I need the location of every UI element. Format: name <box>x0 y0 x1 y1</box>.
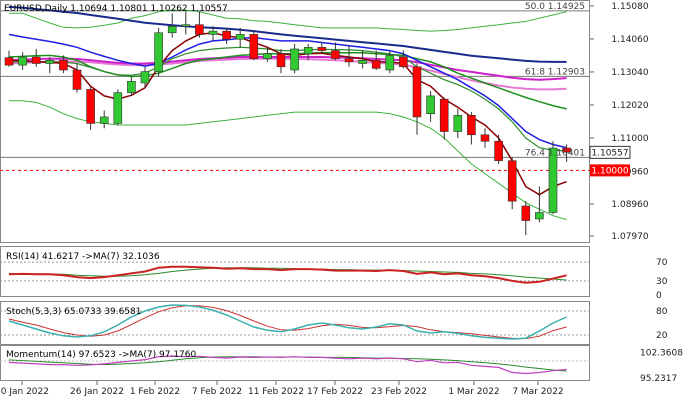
candle-bear <box>249 34 259 59</box>
candle-bull <box>548 147 558 213</box>
candle-bull <box>45 59 55 64</box>
candle-bear <box>317 47 327 51</box>
date-tick-label: 1 Mar 2022 <box>448 387 499 397</box>
candle-bear <box>4 57 14 66</box>
stoch-tick-label: 20 <box>656 331 668 341</box>
ema-navy-line <box>8 5 567 63</box>
stoch-tick-label: 80 <box>656 307 668 317</box>
stoch-label: Stoch(5,3,3) 65.0733 39.6581 <box>6 307 141 317</box>
candle-bear <box>494 140 503 161</box>
candle-bull <box>208 30 218 35</box>
candle-bull <box>127 81 136 93</box>
main-plot <box>0 5 590 236</box>
price-tick-label: 1.13040 <box>611 68 648 78</box>
candle-bull <box>113 92 123 124</box>
candle-bull <box>154 32 163 72</box>
momentum-panel-frame <box>0 345 590 381</box>
candle-bull <box>535 212 544 220</box>
price-tick-label: 1.11000 <box>611 134 648 144</box>
chart-title: EURUSD,Daily 1.10694 1.10801 1.10262 1.1… <box>4 4 228 14</box>
price-tick-label: 1.08960 <box>611 200 648 210</box>
price-tick-label: 1.07970 <box>611 232 648 242</box>
bollinger-upper-line <box>9 9 567 32</box>
date-tick-label: 23 Feb 2022 <box>371 387 427 397</box>
momentum-tick-label: 102.3608 <box>640 349 683 359</box>
candle-bear <box>480 134 490 142</box>
rsi-panel-frame <box>0 246 590 297</box>
date-tick-label: 11 Feb 2022 <box>248 387 304 397</box>
current-price-box <box>589 145 631 159</box>
axis-labels: 1.15080 1.14060 1.13040 1.12020 1.11000 1.099… <box>525 2 683 384</box>
level-1-1000-label: 1.10000 <box>591 166 628 176</box>
candle-bull <box>99 116 109 124</box>
candle-bull <box>358 59 367 64</box>
candle-bull <box>303 47 313 55</box>
price-tick-label: 1.15080 <box>611 2 648 12</box>
candle-bear <box>412 66 422 118</box>
candle-bear <box>331 50 340 59</box>
ema-magenta-line <box>8 56 567 81</box>
ema-pink-line <box>8 57 567 91</box>
candle-bear <box>371 59 381 69</box>
candle-bull <box>140 71 150 84</box>
momentum-label: Momentum(14) 97.6523 ->MA(7) 97.1760 <box>6 350 197 360</box>
fib-level-label: 61.8 1.12903 <box>525 67 585 77</box>
main-panel-frame <box>0 0 590 243</box>
candle-bull <box>235 34 245 40</box>
stoch-k-line <box>8 304 567 340</box>
rsi-tick-label: 30 <box>656 277 668 287</box>
fib-level-label: 50.0 1.14925 <box>525 2 585 12</box>
candle-bear <box>507 160 517 202</box>
rsi-line <box>8 265 567 284</box>
date-axis: 20 Jan 2022 26 Jan 2022 1 Feb 2022 7 Feb 20… <box>0 381 564 397</box>
momentum-plot <box>0 355 590 375</box>
candle-bear <box>562 147 571 153</box>
price-tick-label: 1.09960 <box>611 168 648 178</box>
fib-level-label: 76.4 1.10401 <box>525 148 585 158</box>
momentum-tick-label: 95.2317 <box>640 374 677 384</box>
date-tick-label: 17 Feb 2022 <box>307 387 363 397</box>
level-1-1000-box <box>590 164 630 177</box>
candle-bull <box>181 24 191 27</box>
candle-bear <box>344 58 354 63</box>
candle-bull <box>18 56 27 66</box>
date-tick-label: 20 Jan 2022 <box>0 387 49 397</box>
candle-bull <box>167 25 177 34</box>
candle-bull <box>426 95 435 115</box>
candle-bull <box>263 53 272 59</box>
price-tick-label: 1.14060 <box>611 35 648 45</box>
candle-bear <box>31 56 41 64</box>
candle-bear <box>59 59 68 71</box>
date-tick-label: 26 Jan 2022 <box>70 387 124 397</box>
candle-bull <box>453 115 463 132</box>
date-tick-label: 1 Feb 2022 <box>130 387 180 397</box>
ema-blue-line <box>8 33 567 149</box>
rsi-tick-label: 0 <box>656 291 662 301</box>
momentum-line <box>8 355 567 375</box>
rsi-plot <box>0 261 590 284</box>
candle-bear <box>195 24 204 35</box>
candle-bear <box>86 89 95 124</box>
rsi-label: RSI(14) 41.6217 ->MA(7) 32.1036 <box>6 252 160 262</box>
candle-bear <box>222 30 231 40</box>
date-tick-label: 7 Feb 2022 <box>192 387 242 397</box>
candle-bear <box>439 98 449 132</box>
stoch-plot <box>0 304 590 340</box>
candle-bull <box>385 55 395 71</box>
rsi-tick-label: 70 <box>656 258 668 268</box>
candle-bear <box>399 56 408 68</box>
candle-bear <box>467 115 476 136</box>
price-tick-label: 1.12020 <box>611 101 648 111</box>
ema-mid-line <box>9 46 567 152</box>
current-price-label: 1.10557 <box>591 148 628 158</box>
stoch-panel-frame <box>0 301 590 345</box>
candle-bear <box>276 53 286 68</box>
candle-bear <box>72 69 82 90</box>
candle-bear <box>521 205 531 221</box>
rsi-ma-line <box>8 267 567 281</box>
date-tick-label: 7 Mar 2022 <box>512 387 563 397</box>
candle-bull <box>290 48 299 71</box>
